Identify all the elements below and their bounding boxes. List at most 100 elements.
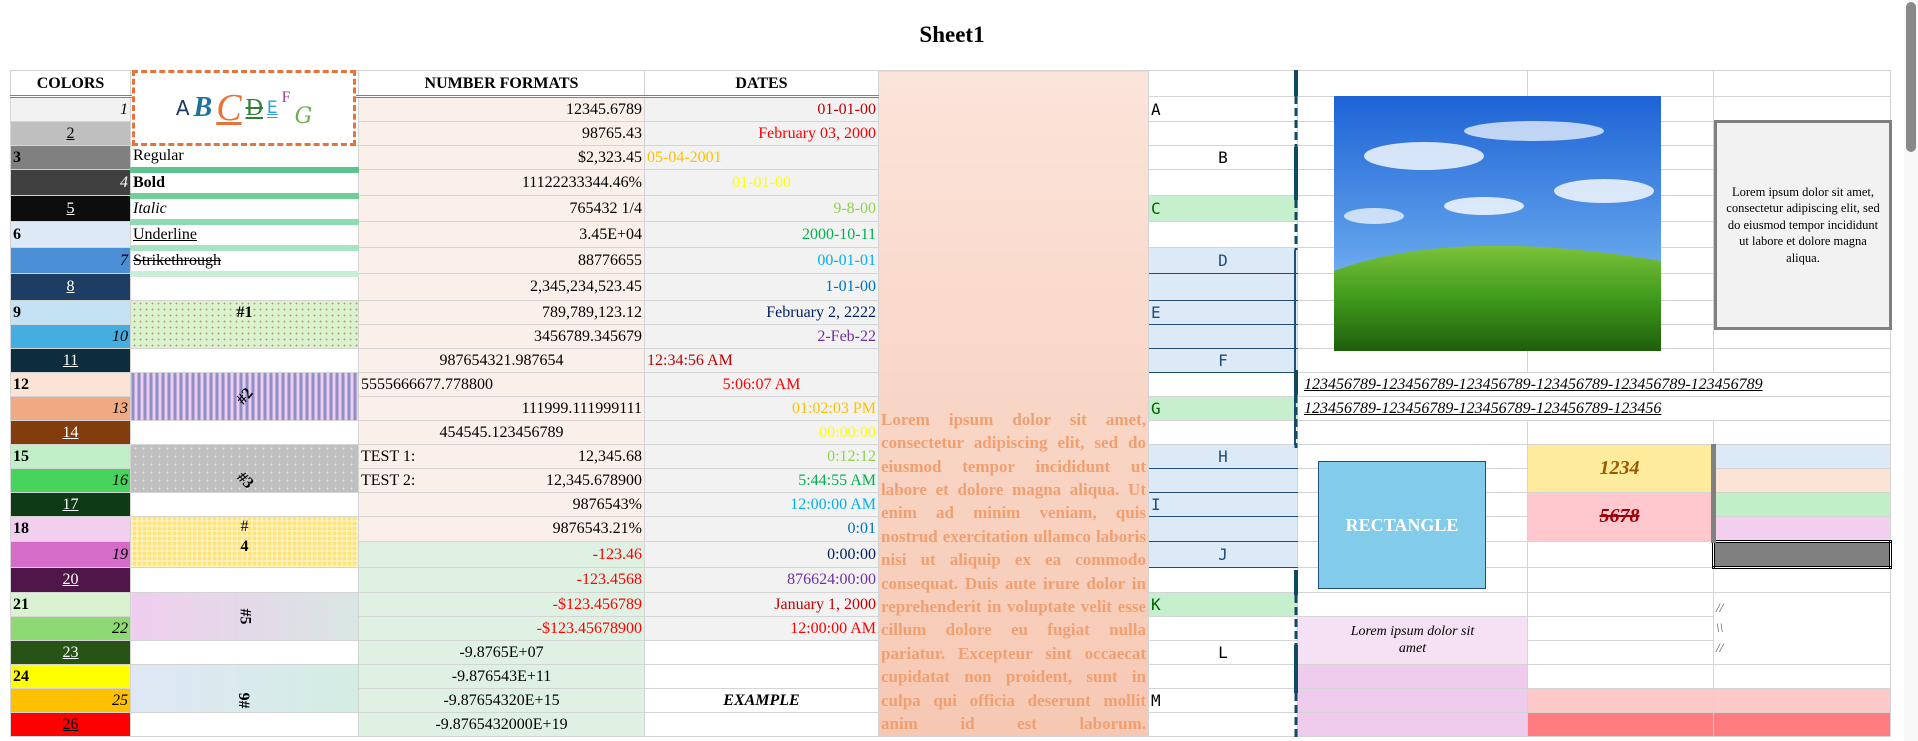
- vertical-scrollbar[interactable]: [1904, 0, 1918, 741]
- date-format-cell[interactable]: 0:01: [644, 515, 879, 542]
- cell-h[interactable]: [1527, 419, 1714, 445]
- number-format-cell[interactable]: -$123.45678900: [358, 615, 645, 641]
- cell-h[interactable]: [1527, 591, 1714, 617]
- letter-cell[interactable]: [1148, 371, 1298, 397]
- date-format-cell[interactable]: February 03, 2000: [644, 121, 879, 146]
- number-format-cell[interactable]: 9876543%: [358, 491, 645, 517]
- long-number-cell[interactable]: 123456789-123456789-123456789-123456789-…: [1297, 395, 1891, 421]
- letter-cell[interactable]: D: [1148, 247, 1298, 274]
- cell-i[interactable]: [1711, 491, 1891, 517]
- date-format-cell[interactable]: 00-01-01: [644, 247, 879, 274]
- date-format-cell[interactable]: 05-04-2001: [644, 145, 879, 170]
- number-format-cell[interactable]: 789,789,123.12: [358, 299, 645, 325]
- dark-gray-cell[interactable]: [1712, 539, 1892, 569]
- cell-i[interactable]: [1713, 96, 1891, 122]
- letter-cell[interactable]: J: [1148, 540, 1298, 568]
- number-format-cell[interactable]: 9876543.21%: [358, 515, 645, 542]
- number-format-cell[interactable]: TEST 1: 12,345.68: [358, 443, 645, 469]
- letter-cell[interactable]: [1148, 663, 1298, 689]
- empty-style-cell[interactable]: [130, 491, 359, 517]
- letter-cell[interactable]: [1148, 323, 1298, 349]
- pattern-4-cell[interactable]: #4: [130, 515, 359, 568]
- long-number-cell[interactable]: 123456789-123456789-123456789-123456789-…: [1297, 371, 1891, 397]
- cell-g[interactable]: [1297, 419, 1528, 445]
- text-style-bold[interactable]: Bold: [130, 169, 359, 199]
- date-format-cell[interactable]: 12:00:00 AM: [644, 615, 879, 641]
- cell-h[interactable]: [1527, 687, 1714, 713]
- number-format-cell[interactable]: 2,345,234,523.45: [358, 273, 645, 301]
- date-format-cell[interactable]: February 2, 2222: [644, 299, 879, 325]
- lorem-short-cell[interactable]: Lorem ipsum dolor sit amet: [1297, 615, 1528, 665]
- letter-cell[interactable]: A: [1148, 96, 1298, 122]
- header-dates[interactable]: DATES: [644, 70, 879, 98]
- letter-cell[interactable]: [1148, 121, 1298, 146]
- color-swatch-14[interactable]: 14: [10, 419, 131, 445]
- date-format-cell[interactable]: 9-8-00: [644, 195, 879, 222]
- number-format-cell[interactable]: 5555666677.778800: [358, 371, 645, 397]
- color-swatch-13[interactable]: 13: [10, 395, 131, 421]
- number-format-cell[interactable]: -9.8765432000E+19: [358, 711, 645, 737]
- number-format-cell[interactable]: 12345.6789: [358, 96, 645, 122]
- number-format-cell[interactable]: 98765.43: [358, 121, 645, 146]
- letter-cell[interactable]: B: [1148, 145, 1298, 170]
- date-format-cell[interactable]: 00:00:00: [644, 419, 879, 445]
- letter-cell[interactable]: [1148, 711, 1298, 737]
- date-format-cell[interactable]: 12:34:56 AM: [644, 347, 879, 373]
- text-style-regular[interactable]: Regular: [130, 145, 359, 173]
- empty-style-cell[interactable]: [130, 639, 359, 665]
- cell-i[interactable]: [1713, 419, 1891, 445]
- text-style-italic[interactable]: Italic: [130, 195, 359, 225]
- pattern-2-cell[interactable]: #2: [130, 371, 359, 421]
- color-swatch-24[interactable]: 24: [10, 663, 131, 689]
- date-format-cell[interactable]: 2000-10-11: [644, 221, 879, 248]
- pattern-3-cell[interactable]: #3: [130, 443, 359, 493]
- letter-cell[interactable]: [1148, 419, 1298, 445]
- number-format-cell[interactable]: -123.4568: [358, 566, 645, 593]
- cell-g[interactable]: [1297, 591, 1528, 617]
- cell-h[interactable]: [1527, 540, 1714, 568]
- cell-h[interactable]: [1527, 347, 1714, 373]
- header-colors[interactable]: COLORS: [10, 70, 131, 98]
- letter-cell[interactable]: [1148, 169, 1298, 196]
- cell-i[interactable]: [1713, 663, 1891, 689]
- cell-i[interactable]: [1711, 443, 1891, 469]
- date-format-cell[interactable]: 0:12:12: [644, 443, 879, 469]
- letter-cell[interactable]: K: [1148, 591, 1298, 617]
- letter-cell[interactable]: [1148, 221, 1298, 248]
- date-format-cell[interactable]: 12:00:00 AM: [644, 491, 879, 517]
- cell-i[interactable]: [1711, 515, 1891, 542]
- cell-i[interactable]: [1713, 687, 1891, 713]
- date-format-cell[interactable]: 5:06:07 AM: [644, 371, 879, 397]
- cell-i[interactable]: [1713, 711, 1891, 737]
- date-format-cell[interactable]: January 1, 2000: [644, 591, 879, 617]
- letter-cell[interactable]: E: [1148, 299, 1298, 325]
- color-swatch-23[interactable]: 23: [10, 639, 131, 665]
- text-style-strikethrough[interactable]: Strikethrough: [130, 247, 359, 277]
- letter-cell[interactable]: H: [1148, 443, 1298, 469]
- color-swatch-16[interactable]: 16: [10, 467, 131, 493]
- cell-g[interactable]: [1297, 347, 1528, 373]
- color-swatch-5[interactable]: 5: [10, 195, 131, 222]
- number-format-cell[interactable]: 11122233344.46%: [358, 169, 645, 196]
- date-format-cell[interactable]: EXAMPLE: [644, 687, 879, 713]
- landscape-image[interactable]: [1334, 96, 1661, 351]
- letter-cell[interactable]: C: [1148, 195, 1298, 222]
- date-format-cell[interactable]: [644, 663, 879, 689]
- empty-style-cell[interactable]: [130, 566, 359, 593]
- color-swatch-22[interactable]: 22: [10, 615, 131, 641]
- cell-i[interactable]: [1713, 566, 1891, 593]
- number-format-cell[interactable]: 88776655: [358, 247, 645, 274]
- number-format-cell[interactable]: TEST 2: 12,345.678900: [358, 467, 645, 493]
- color-swatch-25[interactable]: 25: [10, 687, 131, 713]
- letter-cell[interactable]: M: [1148, 687, 1298, 713]
- color-swatch-12[interactable]: 12: [10, 371, 131, 397]
- letter-cell[interactable]: [1148, 515, 1298, 542]
- color-swatch-9[interactable]: 9: [10, 299, 131, 325]
- number-format-cell[interactable]: -9.876543E+11: [358, 663, 645, 689]
- pattern-5-cell[interactable]: #5: [130, 591, 359, 641]
- number-format-cell[interactable]: 3456789.345679: [358, 323, 645, 349]
- color-swatch-1[interactable]: 1: [10, 96, 131, 122]
- date-format-cell[interactable]: 5:44:55 AM: [644, 467, 879, 493]
- color-swatch-11[interactable]: 11: [10, 347, 131, 373]
- cell-h[interactable]: [1527, 566, 1714, 593]
